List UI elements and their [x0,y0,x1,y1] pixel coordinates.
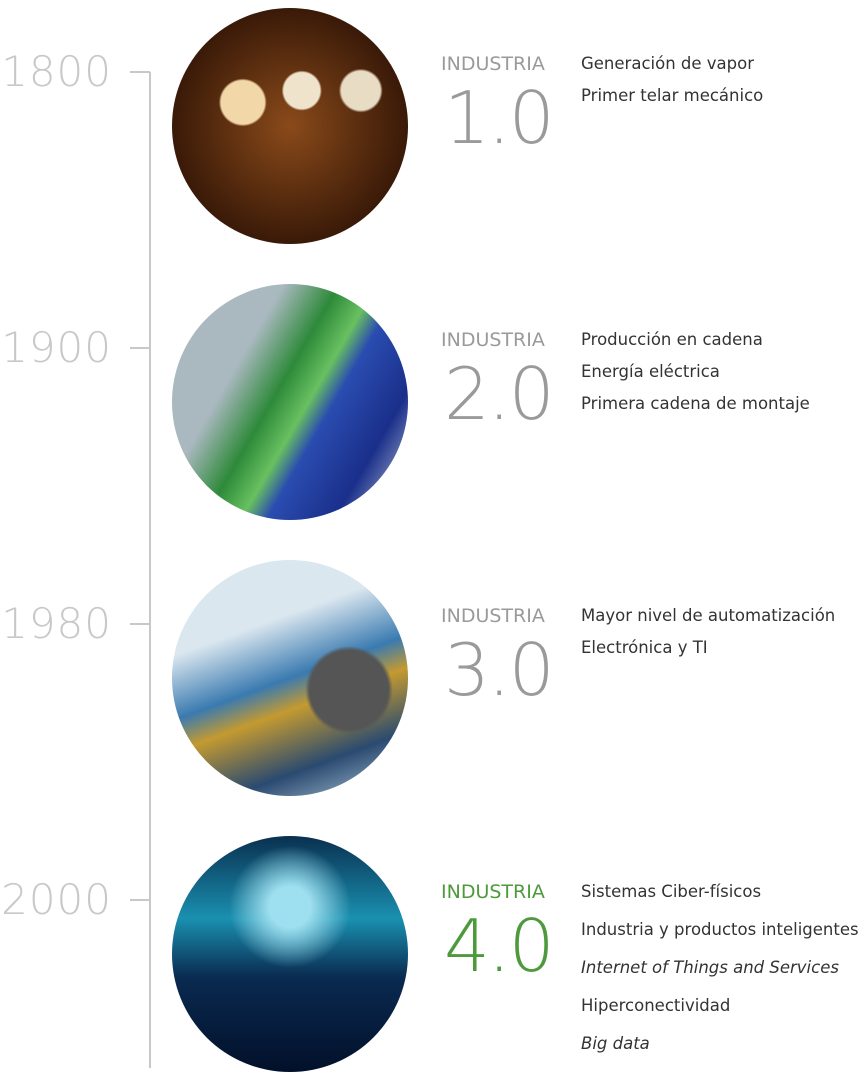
era-label: INDUSTRIA [441,883,545,902]
era-feature: Industria y productos inteligentes [581,922,859,939]
era-version: 2.0 [444,358,553,430]
era-label: INDUSTRIA [441,55,545,74]
era-feature: Primera cadena de montaje [581,396,810,413]
era-version: 4.0 [444,910,553,982]
era-feature: Electrónica y TI [581,640,708,657]
timeline-axis [149,72,151,1068]
timeline-page: 1800 INDUSTRIA 1.0 Generación de vapor Prime… [0,0,865,1068]
year-label: 1900 [1,327,112,369]
year-tick [130,623,150,625]
era-feature: Sistemas Ciber-físicos [581,884,761,901]
year-tick [130,347,150,349]
era-feature: Primer telar mecánico [581,88,763,105]
era-feature: Energía eléctrica [581,364,720,381]
era-version: 1.0 [444,82,553,154]
era-feature: Big data [581,1036,650,1053]
era-feature: Mayor nivel de automatización [581,608,835,625]
era-feature: Internet of Things and Services [581,960,839,977]
year-tick [130,899,150,901]
era-label: INDUSTRIA [441,607,545,626]
year-label: 1980 [1,603,112,645]
era-feature: Producción en cadena [581,332,763,349]
era-version: 3.0 [444,634,553,706]
year-label: 1800 [1,51,112,93]
era-photo [172,836,408,1072]
era-photo [172,8,408,244]
era-photo [172,284,408,520]
year-label: 2000 [1,879,112,921]
era-photo [172,560,408,796]
era-feature: Hiperconectividad [581,998,730,1015]
era-label: INDUSTRIA [441,331,545,350]
year-tick [130,71,150,73]
era-feature: Generación de vapor [581,56,754,73]
